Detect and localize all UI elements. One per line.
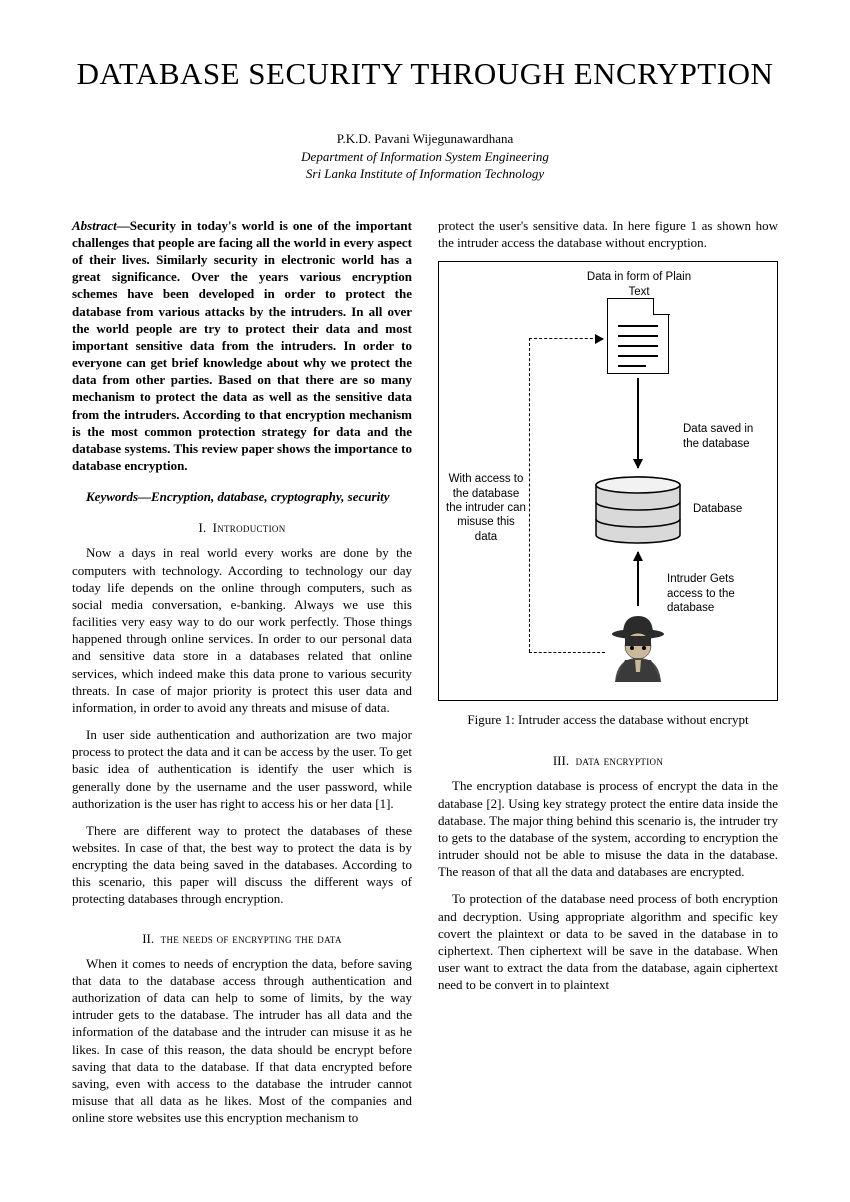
section-1-title: Introduction [213, 520, 286, 535]
keywords: Keywords—Encryption, database, cryptogra… [86, 488, 412, 505]
para-intro-2: In user side authentication and authoriz… [72, 726, 412, 812]
document-icon [607, 298, 669, 374]
fig-label-plaintext: Data in form of Plain Text [579, 270, 699, 299]
fig-label-saved: Data saved in the database [683, 422, 763, 451]
figure-1: Data in form of Plain Text Data saved in… [438, 261, 778, 701]
abstract-text: —Security in today's world is one of the… [72, 218, 412, 473]
section-2-heading: II. the needs of encrypting the data [72, 930, 412, 947]
author-dept: Department of Information System Enginee… [72, 148, 778, 166]
author-block: P.K.D. Pavani Wijegunawardhana Departmen… [72, 130, 778, 183]
abstract: Abstract—Security in today's world is on… [72, 217, 412, 474]
section-3-title: data encryption [576, 753, 664, 768]
dashed-line-v [529, 338, 530, 652]
left-column: Abstract—Security in today's world is on… [72, 217, 412, 1137]
para-right-1: protect the user's sensitive data. In he… [438, 217, 778, 251]
right-column: protect the user's sensitive data. In he… [438, 217, 778, 1137]
author-name: P.K.D. Pavani Wijegunawardhana [72, 130, 778, 148]
para-enc-1: The encryption database is process of en… [438, 777, 778, 880]
para-intro-3: There are different way to protect the d… [72, 822, 412, 908]
dashed-line-bottom [529, 652, 605, 653]
figure-1-caption: Figure 1: Intruder access the database w… [438, 711, 778, 728]
fig-label-intruder-access: Intruder Gets access to the database [667, 572, 771, 615]
fig-label-database: Database [693, 502, 742, 516]
fig-label-misuse: With access to the database the intruder… [445, 472, 527, 544]
database-icon [594, 476, 682, 544]
para-needs-1: When it comes to needs of encryption the… [72, 955, 412, 1127]
paper-title: DATABASE SECURITY THROUGH ENCRYPTION [72, 55, 778, 92]
intruder-icon [607, 612, 669, 682]
author-inst: Sri Lanka Institute of Information Techn… [72, 165, 778, 183]
section-2-title: the needs of encrypting the data [161, 931, 342, 946]
abstract-label: Abstract [72, 218, 117, 233]
dashed-arrow-to-doc [529, 338, 603, 339]
section-1-heading: I. Introduction [72, 519, 412, 536]
section-3-heading: III. data encryption [438, 752, 778, 769]
para-intro-1: Now a days in real world every works are… [72, 544, 412, 716]
two-column-layout: Abstract—Security in today's world is on… [72, 217, 778, 1137]
section-3-num: III. [553, 753, 569, 768]
para-enc-2: To protection of the database need proce… [438, 890, 778, 993]
section-1-num: I. [198, 520, 206, 535]
arrow-doc-to-db [637, 378, 639, 468]
arrow-intruder-to-db [637, 552, 639, 606]
section-2-num: II. [142, 931, 154, 946]
